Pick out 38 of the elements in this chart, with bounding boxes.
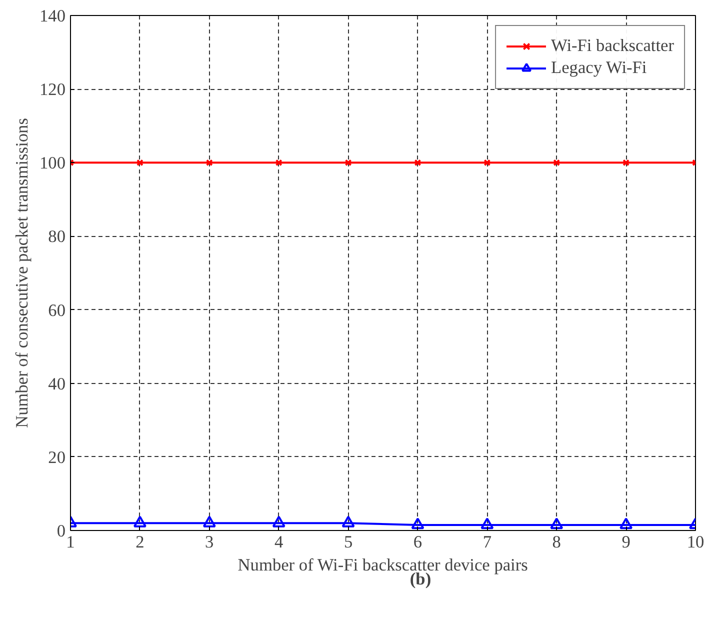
x-tick-label: 3 (205, 532, 214, 552)
y-tick-label: 140 (40, 6, 66, 26)
x-tick-label: 9 (622, 532, 630, 552)
y-tick-label: 60 (48, 300, 66, 320)
point (272, 516, 286, 528)
point (133, 516, 146, 528)
text: (b) (410, 570, 432, 588)
y-tick-label: 120 (40, 80, 66, 100)
point (206, 159, 213, 166)
point (414, 159, 422, 166)
x-tick-label: 10 (686, 532, 704, 552)
point (136, 159, 144, 166)
x-tick-label: 2 (136, 532, 144, 552)
x-tick-label: 4 (274, 532, 284, 552)
point (275, 159, 282, 166)
point (411, 518, 424, 530)
point (622, 159, 630, 166)
point (553, 159, 560, 166)
x-tick-label: 1 (66, 532, 75, 552)
point (484, 159, 491, 166)
x-tick-label: 5 (344, 532, 353, 552)
y-axis-title: Number of consecutive packet transmissions (12, 118, 32, 428)
x-tick-label: 7 (482, 532, 492, 552)
point (480, 518, 494, 530)
x-tick-label: 8 (552, 532, 561, 552)
x-tick-label: 6 (413, 532, 422, 552)
point (550, 518, 564, 530)
y-tick-label: 0 (56, 522, 66, 540)
legend-label: Legacy Wi-Fi (551, 58, 647, 78)
legend-label: Wi-Fi backscatter (551, 36, 674, 56)
point (342, 516, 355, 528)
y-tick-label: 40 (48, 374, 66, 394)
y-tick-label: 20 (48, 448, 66, 467)
point (344, 159, 352, 166)
point (202, 516, 216, 528)
y-tick-label: 80 (48, 227, 66, 246)
y-tick-label: 100 (40, 154, 66, 173)
point (620, 518, 633, 530)
